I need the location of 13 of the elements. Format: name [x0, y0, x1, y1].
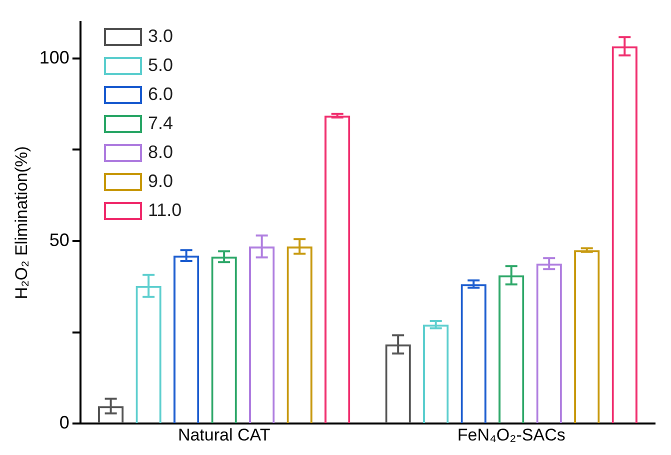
legend-label: 3.0 — [148, 26, 174, 47]
legend-label: 5.0 — [148, 55, 174, 76]
legend-label: 7.4 — [148, 113, 174, 134]
legend-label: 8.0 — [148, 142, 174, 163]
x-tick-label: FeN₄O₂-SACs — [457, 425, 566, 444]
y-tick-label: 0 — [59, 412, 70, 433]
legend-label: 6.0 — [148, 84, 174, 105]
y-tick-label: 100 — [39, 47, 70, 68]
x-tick-label: Natural CAT — [178, 425, 270, 444]
y-axis-title: H₂O₂ Elimination(%) — [12, 146, 31, 300]
legend-label: 9.0 — [148, 171, 174, 192]
legend-label: 11.0 — [148, 200, 182, 221]
y-tick-label: 50 — [49, 230, 70, 250]
